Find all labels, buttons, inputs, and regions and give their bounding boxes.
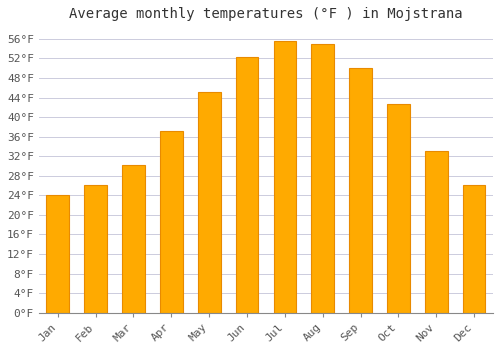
Bar: [84, 184, 107, 313]
Bar: [198, 92, 220, 313]
Bar: [463, 185, 485, 313]
Bar: [274, 41, 296, 313]
Bar: [349, 68, 372, 313]
Bar: [425, 151, 448, 313]
Title: Average monthly temperatures (°F ) in Mojstrana: Average monthly temperatures (°F ) in Mo…: [69, 7, 462, 21]
Bar: [160, 131, 182, 313]
Bar: [236, 57, 258, 313]
Bar: [312, 44, 334, 313]
Bar: [122, 165, 145, 313]
Bar: [387, 104, 410, 313]
Bar: [46, 195, 69, 313]
